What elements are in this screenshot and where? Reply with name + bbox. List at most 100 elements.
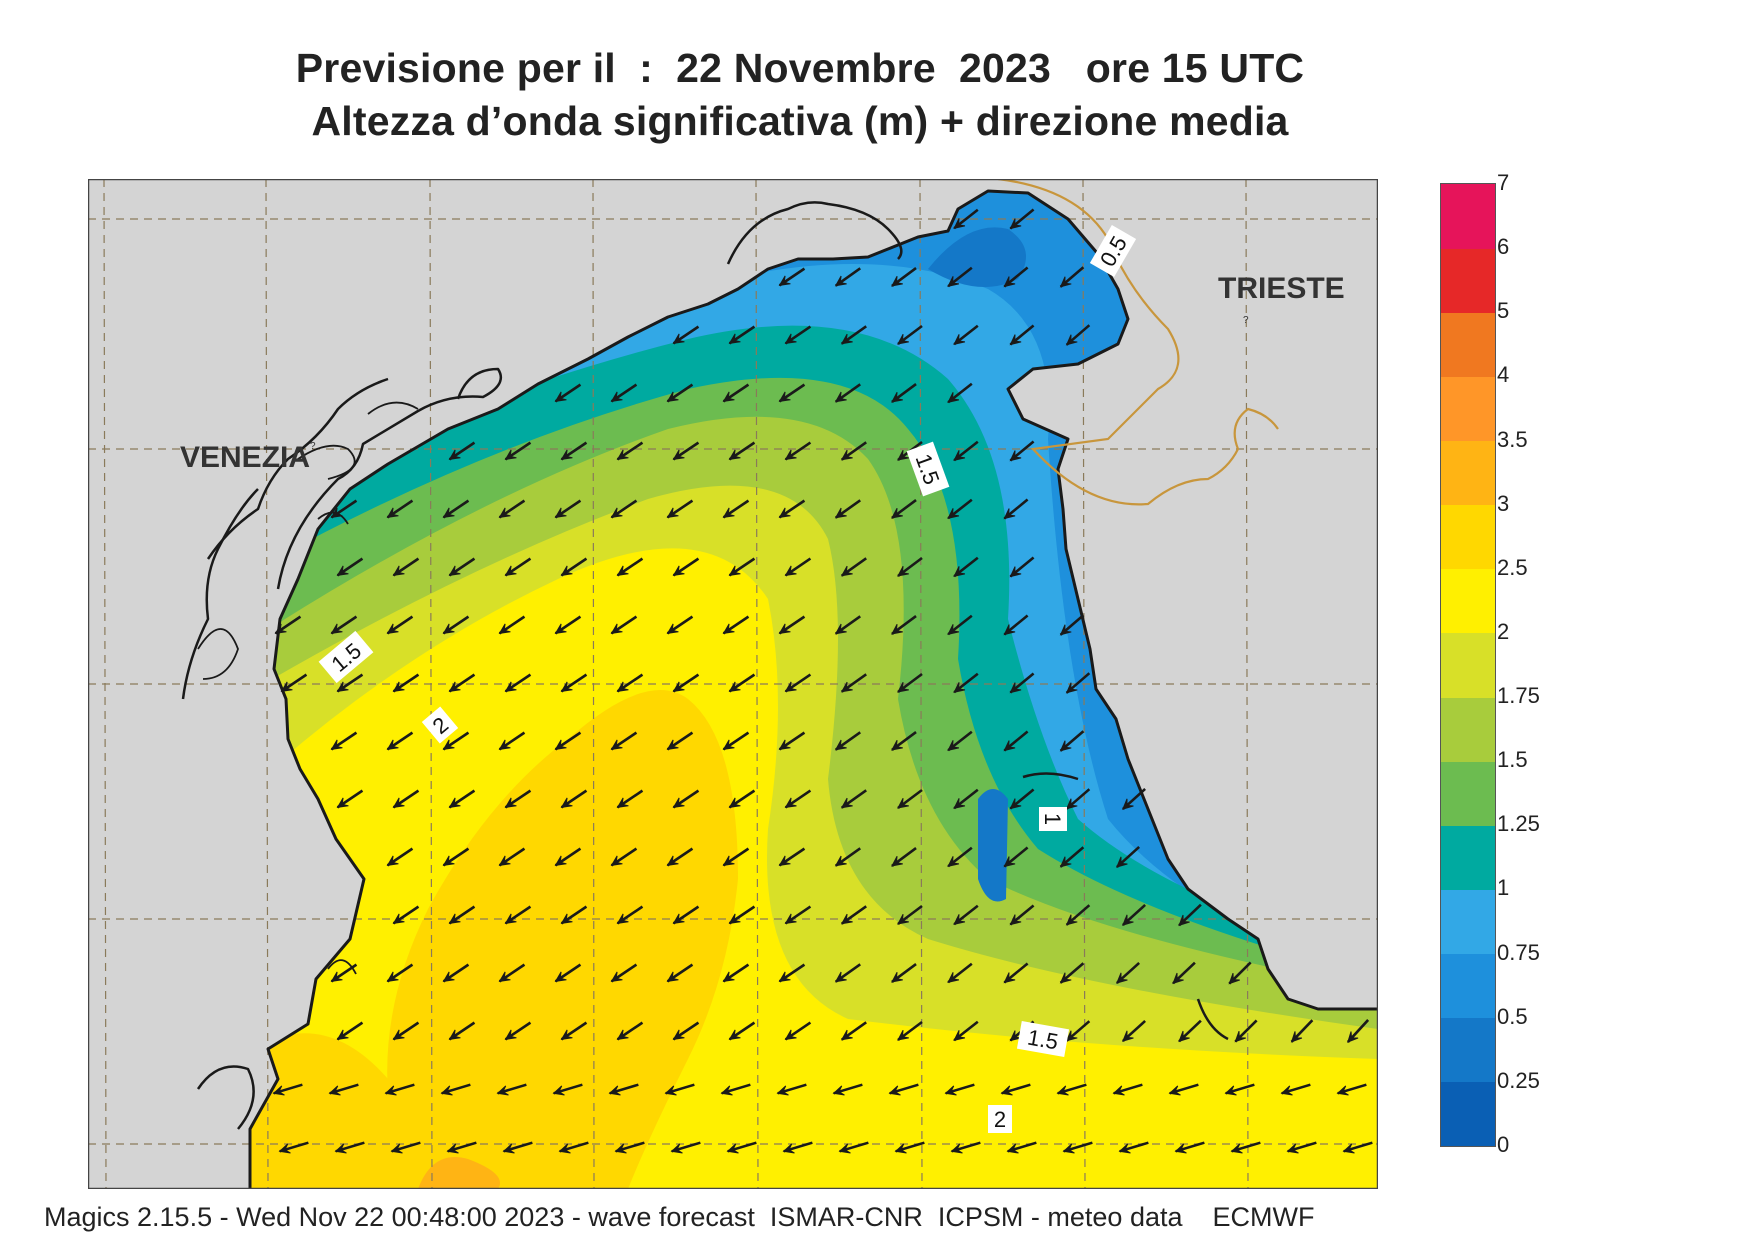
wave-direction-arrow (840, 1021, 867, 1041)
wave-direction-arrow (726, 1141, 757, 1154)
colorbar-tick-label: 3 (1497, 490, 1510, 516)
wave-direction-arrow (1178, 1019, 1202, 1043)
wave-direction-arrow (891, 963, 917, 983)
wave-direction-arrow (897, 904, 923, 926)
wave-direction-arrow (560, 557, 588, 577)
wave-direction-arrow (1009, 672, 1035, 694)
colorbar-tick-label: 1.75 (1497, 683, 1540, 709)
wave-direction-arrow (784, 325, 812, 345)
wave-direction-arrow (776, 1083, 807, 1096)
wave-direction-arrow (560, 789, 588, 809)
wave-direction-arrow (947, 498, 973, 520)
city-label-trieste: TRIESTE (1218, 272, 1345, 305)
wave-direction-arrow (778, 383, 806, 403)
wave-direction-arrow (448, 1021, 476, 1041)
colorbar-tick-label: 6 (1497, 234, 1510, 260)
wave-direction-arrow (560, 673, 588, 693)
wave-direction-arrow (440, 1083, 471, 1096)
wave-direction-arrow (666, 847, 694, 867)
wave-direction-arrow (891, 267, 917, 287)
wave-direction-arrow (894, 1141, 925, 1154)
chart-title: Previsione per il : 22 Novembre 2023 ore… (0, 42, 1600, 148)
wave-direction-arrow (1059, 962, 1085, 984)
colorbar-tick-label: 1.25 (1497, 811, 1540, 837)
wave-direction-arrow (1230, 1141, 1261, 1154)
city-markers: ? ? (310, 315, 1249, 452)
wave-direction-arrow (504, 905, 532, 925)
wave-direction-arrow (1059, 614, 1085, 636)
colorbar-segment (1441, 248, 1495, 313)
wave-direction-arrow (1059, 730, 1085, 752)
wave-direction-arrow (897, 1020, 923, 1042)
contour-label-2-south: 2 (994, 1107, 1006, 1132)
map-frame (88, 179, 1378, 1189)
wave-direction-arrow (610, 499, 638, 519)
wave-direction-arrow (280, 673, 308, 693)
wave-direction-arrow (840, 441, 867, 461)
wave-direction-arrow (1280, 1083, 1311, 1096)
wave-direction-arrow (944, 1083, 975, 1096)
wave-direction-arrow (672, 441, 700, 461)
footer-credits: Magics 2.15.5 - Wed Nov 22 00:48:00 2023… (44, 1202, 1315, 1232)
contour-labels: 0.5 1.5 1.5 2 1 (318, 224, 1137, 1133)
colorbar-tick-label: 1 (1497, 875, 1510, 901)
wave-direction-arrow (1112, 1083, 1143, 1096)
svg-text:?: ? (1243, 315, 1249, 326)
wave-direction-arrow (672, 789, 700, 809)
wave-direction-arrow (392, 673, 420, 693)
wave-direction-arrow (784, 557, 812, 577)
title-line-1: Previsione per il : 22 Novembre 2023 ore… (295, 45, 1305, 91)
wave-direction-arrow (442, 499, 470, 519)
wave-direction-arrow (448, 673, 476, 693)
wave-direction-arrow (722, 847, 750, 867)
wave-direction-arrow (504, 557, 532, 577)
wave-direction-arrow (560, 905, 588, 925)
wave-direction-arrow (616, 1021, 644, 1041)
wave-direction-arrow (664, 1083, 695, 1096)
wave-direction-arrow (498, 615, 526, 635)
colorbar-tick-label: 2.5 (1497, 554, 1528, 580)
wave-direction-arrow (947, 962, 973, 984)
wave-direction-arrow (1059, 266, 1085, 288)
colorbar-segment (1441, 1081, 1495, 1147)
wave-direction-arrow (610, 731, 638, 751)
colorbar (1440, 183, 1496, 1147)
wave-direction-arrow (614, 1141, 645, 1154)
colorbar-tick-label: 0.25 (1497, 1067, 1540, 1093)
wave-direction-arrow (953, 788, 979, 810)
wave-direction-arrow (1178, 903, 1202, 927)
contour-label-1: 1 (1040, 813, 1065, 825)
wave-direction-arrow (1122, 1019, 1146, 1043)
wave-direction-arrow (1115, 845, 1141, 869)
colorbar-segment (1441, 761, 1495, 826)
colorbar-segment (1441, 568, 1495, 634)
wave-map: 0.5 1.5 1.5 2 1 (88, 179, 1378, 1189)
wave-direction-arrow (897, 556, 923, 578)
wave-direction-arrow (840, 673, 867, 693)
wave-direction-arrow (336, 557, 364, 577)
wave-direction-arrow (888, 1083, 919, 1096)
wave-direction-arrow (834, 847, 861, 867)
wave-direction-arrow (834, 267, 861, 287)
wave-direction-arrow (504, 789, 532, 809)
wave-direction-arrow (1000, 1083, 1031, 1096)
wave-direction-arrow (442, 615, 470, 635)
wave-direction-arrow (1228, 961, 1252, 985)
wave-direction-arrow (616, 905, 644, 925)
wave-direction-arrow (840, 789, 867, 809)
wave-direction-arrow (1336, 1083, 1367, 1096)
wave-direction-arrow (390, 1141, 421, 1154)
wave-direction-arrow (672, 325, 700, 345)
wave-direction-arrow (1234, 1019, 1258, 1043)
wave-direction-arrow (616, 789, 644, 809)
wave-direction-arrow (1006, 1141, 1037, 1154)
wave-direction-arrow (554, 847, 582, 867)
wave-direction-arrow (953, 208, 979, 230)
wave-direction-arrow (834, 499, 861, 519)
wave-direction-arrow (1009, 324, 1035, 346)
wave-direction-arrow (610, 615, 638, 635)
colorbar-segment (1441, 312, 1495, 377)
wave-direction-arrow (834, 615, 861, 635)
wave-direction-arrow (278, 1141, 309, 1154)
wave-direction-arrow (1003, 962, 1029, 984)
